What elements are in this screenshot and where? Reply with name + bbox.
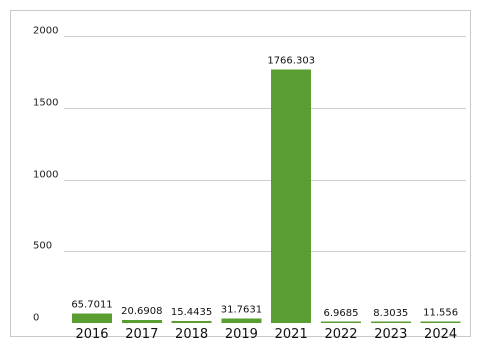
x-axis-ticks: 2016 2017 2018 2019 2021 2022 2023 2024 bbox=[75, 327, 457, 342]
data-label-2023: 8.3035 bbox=[373, 308, 408, 319]
x-tick-label-2017: 2017 bbox=[125, 327, 158, 342]
bar-2018 bbox=[171, 320, 212, 323]
y-tick-label: 1500 bbox=[33, 98, 58, 109]
bar-2023 bbox=[370, 321, 411, 323]
data-label-2022: 6.9685 bbox=[324, 308, 359, 319]
x-tick-label-2023: 2023 bbox=[374, 327, 407, 342]
data-label-2024: 11.556 bbox=[423, 307, 458, 318]
bar-2016 bbox=[72, 313, 112, 323]
bar-2022 bbox=[321, 321, 361, 323]
data-label-2019: 31.7631 bbox=[221, 304, 262, 315]
y-tick-label: 1000 bbox=[33, 170, 58, 181]
x-tick-label-2022: 2022 bbox=[324, 327, 357, 342]
data-labels: 65.7011 20.6908 15.4435 31.7631 1766.303 6.96… bbox=[71, 56, 458, 320]
data-label-2021: 1766.303 bbox=[267, 56, 315, 67]
grid-layer bbox=[64, 36, 466, 252]
x-tick-label-2024: 2024 bbox=[424, 327, 457, 342]
data-label-2017: 20.6908 bbox=[121, 306, 162, 317]
bar-2024 bbox=[420, 321, 461, 323]
bar-2019 bbox=[221, 318, 262, 323]
bar-2017 bbox=[121, 320, 162, 323]
y-tick-label: 2000 bbox=[33, 26, 58, 37]
bars bbox=[72, 69, 461, 323]
y-tick-label: 0 bbox=[33, 313, 39, 324]
y-axis-ticks: 0 500 1000 1500 2000 bbox=[33, 26, 58, 324]
x-tick-label-2018: 2018 bbox=[175, 327, 208, 342]
data-label-2018: 15.4435 bbox=[171, 307, 212, 318]
x-tick-label-2016: 2016 bbox=[75, 327, 108, 342]
x-tick-label-2021: 2021 bbox=[275, 327, 308, 342]
data-label-2016: 65.7011 bbox=[71, 300, 112, 311]
y-tick-label: 500 bbox=[33, 241, 52, 252]
chart-frame bbox=[10, 10, 471, 337]
x-tick-label-2019: 2019 bbox=[225, 327, 258, 342]
bar-2021 bbox=[271, 69, 312, 323]
